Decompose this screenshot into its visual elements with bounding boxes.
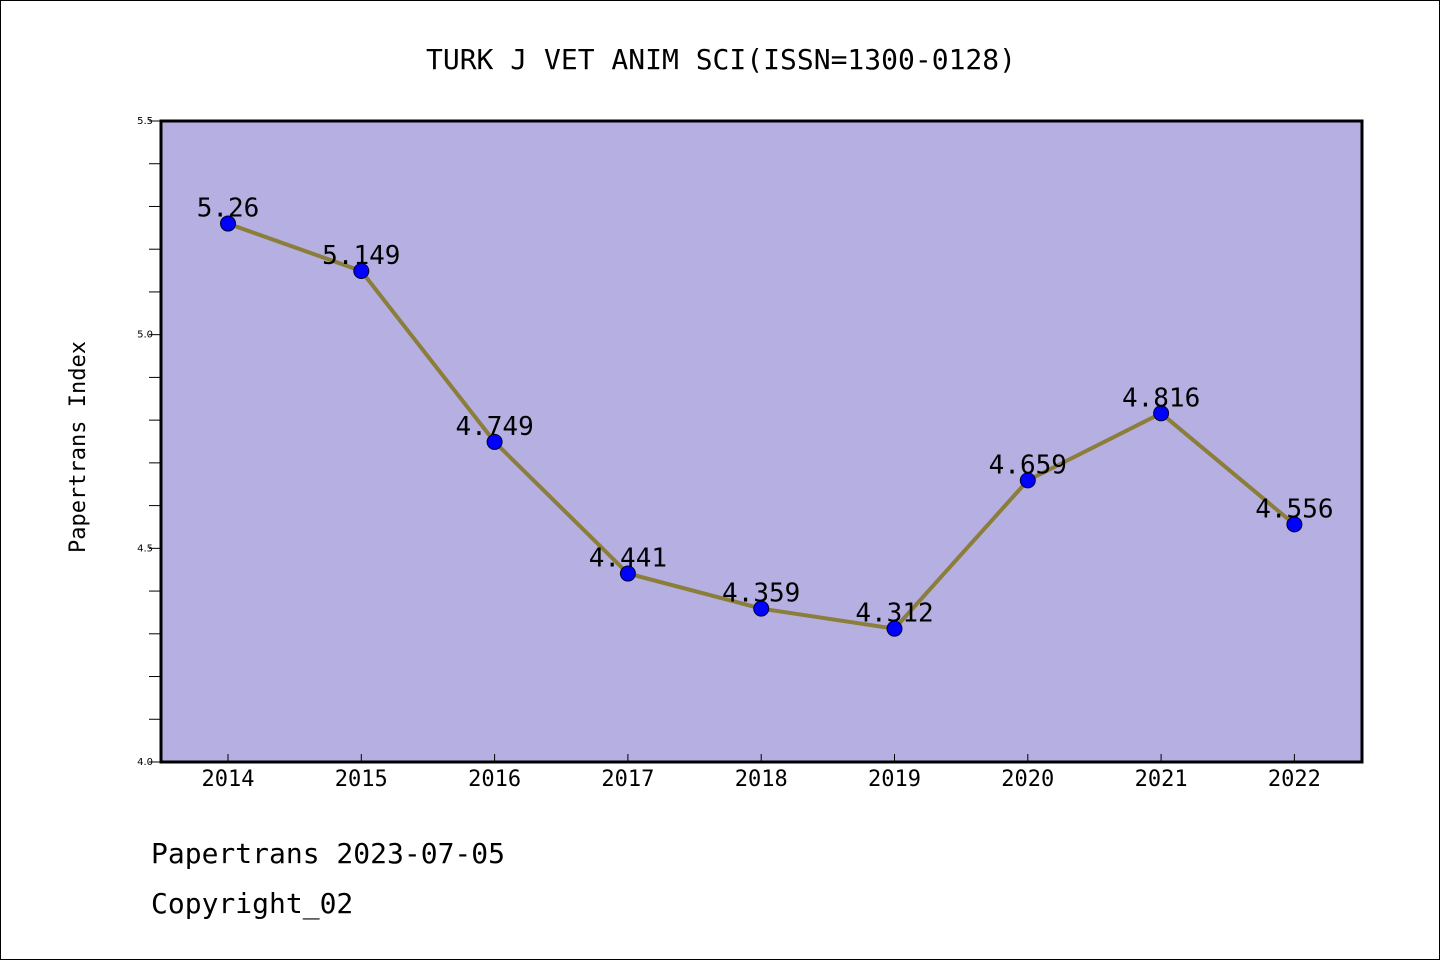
x-tick-label: 2019	[868, 767, 921, 792]
x-axis: 2014 2015 2016 2017 2018 2019 2020 2021 2022	[202, 754, 1321, 792]
data-label: 4.816	[1122, 383, 1200, 413]
y-tick-label: 5.5	[137, 116, 153, 127]
y-axis: 4.0 4.5 5.0 5.5	[137, 116, 161, 768]
y-tick-label: 4.5	[137, 543, 153, 554]
plot-frame	[159, 119, 1364, 764]
data-label: 4.659	[989, 450, 1067, 480]
data-point	[1286, 516, 1303, 533]
data-labels: 5.26 5.149 4.749 4.441 4.359 4.312 4.659 4.816 4…	[197, 194, 1334, 629]
plot-area	[161, 121, 1362, 762]
data-point	[1019, 472, 1036, 489]
data-label: 4.556	[1255, 494, 1333, 524]
x-tick-label: 2022	[1268, 767, 1321, 792]
x-tick-label: 2021	[1135, 767, 1188, 792]
data-label: 4.441	[589, 544, 667, 574]
x-tick-label: 2018	[735, 767, 788, 792]
data-point	[486, 433, 503, 450]
data-label: 5.149	[322, 241, 400, 271]
data-label: 4.749	[455, 412, 533, 442]
data-point	[753, 600, 770, 617]
footer-date: Papertrans 2023-07-05	[151, 837, 506, 870]
x-tick-label: 2016	[468, 767, 521, 792]
data-point	[353, 262, 370, 279]
y-axis-label: Papertrans Index	[66, 341, 91, 553]
data-point	[220, 215, 236, 232]
data-point	[1153, 405, 1170, 422]
y-tick-label: 4.0	[137, 757, 153, 768]
x-tick-label: 2017	[601, 767, 654, 792]
x-tick-label: 2015	[335, 767, 388, 792]
data-label: 5.26	[197, 194, 260, 224]
data-label: 4.312	[855, 599, 933, 629]
chart-title: TURK J VET ANIM SCI(ISSN=1300-0128)	[426, 43, 1016, 76]
x-tick-label: 2020	[1001, 767, 1054, 792]
y-tick-label: 5.0	[137, 330, 153, 341]
x-tick-label: 2014	[202, 767, 255, 792]
footer-copyright: Copyright_02	[151, 887, 354, 920]
data-label: 4.359	[722, 579, 800, 609]
data-point	[619, 565, 636, 582]
data-points	[220, 215, 1303, 637]
data-point	[886, 620, 903, 637]
